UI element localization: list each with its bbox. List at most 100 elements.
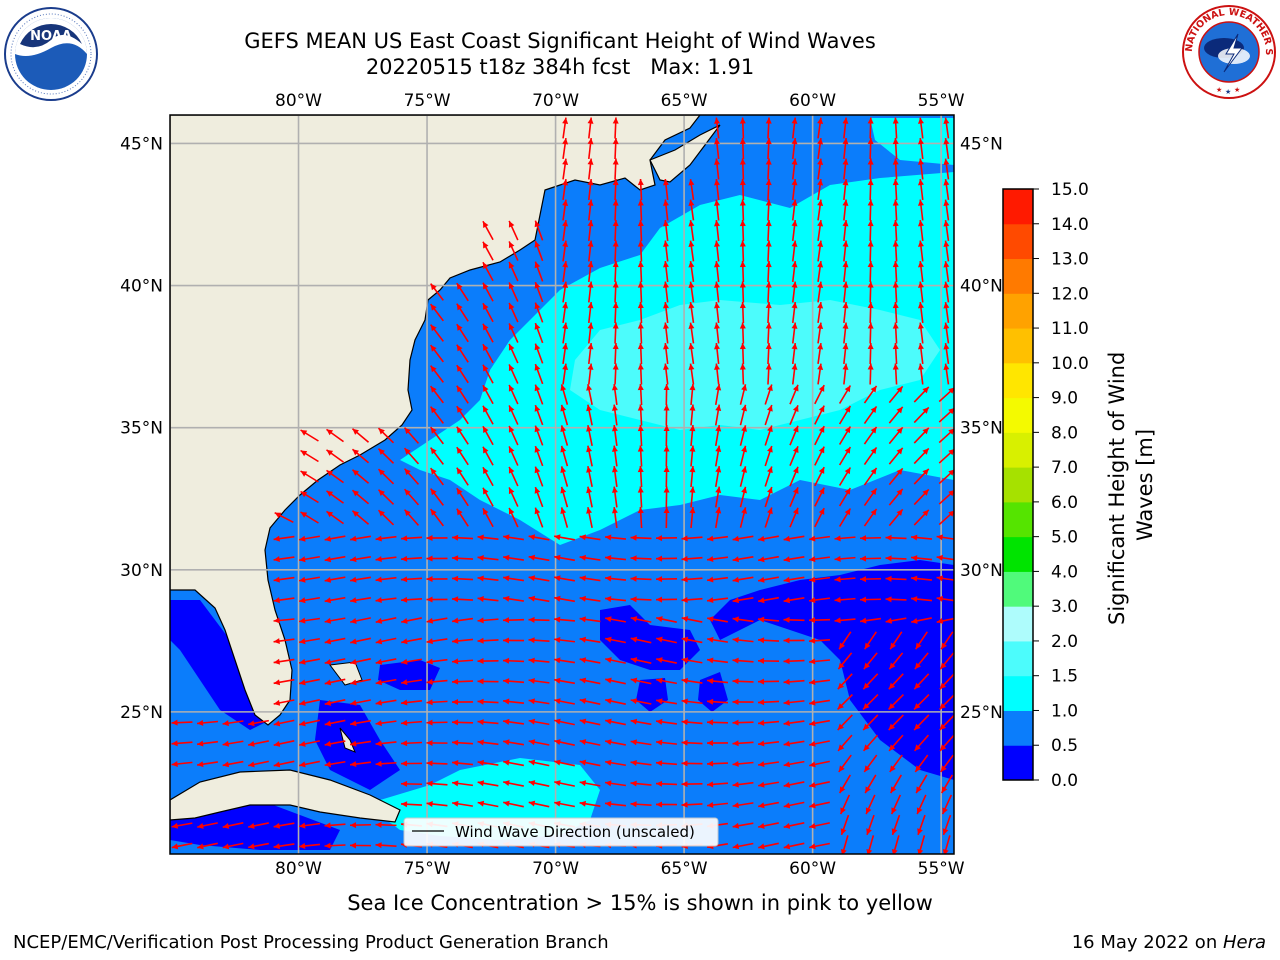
wave-arrow <box>943 158 950 180</box>
wave-arrow <box>885 555 907 562</box>
wave-arrow <box>789 425 799 446</box>
wave-arrow <box>938 489 954 505</box>
wave-arrow <box>814 425 825 446</box>
wave-arrow <box>377 509 395 526</box>
wave-arrow <box>938 428 954 444</box>
wave-arrow <box>783 637 805 644</box>
wave-arrow <box>757 740 780 747</box>
wave-arrow <box>605 657 626 664</box>
wave-arrow <box>508 302 519 323</box>
wave-arrow <box>655 535 678 542</box>
wave-arrow <box>706 781 729 788</box>
wave-arrow <box>196 740 219 747</box>
wave-arrow <box>560 466 569 487</box>
wave-arrow <box>867 158 874 180</box>
wave-arrow <box>477 800 499 808</box>
wave-arrow <box>562 342 569 365</box>
map-content <box>170 115 954 854</box>
wave-arrow <box>940 631 954 650</box>
wave-arrow <box>758 596 779 604</box>
wave-arrow <box>612 117 619 139</box>
wave-arrow <box>943 137 950 160</box>
wave-arrow <box>688 281 695 303</box>
wave-arrow <box>349 842 372 849</box>
wave-arrow <box>451 780 474 787</box>
wave-arrow <box>375 740 397 747</box>
wave-arrow <box>248 719 269 727</box>
lon-label-bottom: 55°W <box>918 859 965 879</box>
wave-arrow <box>732 822 754 829</box>
wave-arrow <box>739 384 747 405</box>
wave-arrow <box>938 469 954 485</box>
wave-arrow <box>842 301 849 324</box>
colorbar-label-line2: Waves [m] <box>1133 429 1157 541</box>
wave-arrow <box>482 507 494 528</box>
colorbar-swatch <box>1003 397 1033 433</box>
nws-logo: NATIONAL WEATHER SERVICE ★★★ <box>1180 4 1276 99</box>
wave-arrow <box>375 556 397 563</box>
wave-arrow <box>401 637 422 645</box>
wave-arrow <box>299 678 320 686</box>
wave-arrow <box>791 219 798 242</box>
lat-label-right: 45°N <box>960 134 1003 154</box>
colorbar-swatch <box>1003 362 1033 399</box>
wave-arrow <box>689 465 696 488</box>
svg-text:NOAA: NOAA <box>30 29 72 44</box>
lat-label-left: 40°N <box>120 277 163 297</box>
wave-arrow <box>681 657 703 664</box>
wave-arrow <box>451 617 474 624</box>
wave-arrow <box>938 510 954 526</box>
wave-arrow <box>663 465 670 488</box>
wave-arrow <box>273 699 295 706</box>
wave-arrow <box>842 158 849 180</box>
wave-arrow <box>732 842 754 850</box>
wave-arrow <box>426 596 448 603</box>
colorbar-swatch <box>1003 258 1033 294</box>
wave-arrow <box>939 734 954 752</box>
wave-arrow <box>587 342 594 365</box>
wave-arrow <box>688 199 695 221</box>
wave-arrow <box>612 342 619 365</box>
wave-arrow <box>757 637 780 644</box>
wave-arrow <box>739 137 746 160</box>
wave-arrow <box>426 719 448 726</box>
wave-arrow <box>809 842 830 850</box>
wave-arrow <box>783 740 805 747</box>
wave-arrow <box>456 467 469 486</box>
wave-arrow <box>663 219 669 242</box>
wave-arrow <box>867 301 874 324</box>
colorbar-swatch <box>1003 571 1033 607</box>
wave-arrow <box>612 260 619 283</box>
wave-arrow <box>502 617 525 624</box>
wave-arrow <box>482 241 494 261</box>
wave-arrow <box>273 576 295 583</box>
wave-arrow <box>451 658 474 665</box>
wave-arrow <box>842 322 849 344</box>
wave-arrow <box>324 842 346 849</box>
wave-arrow <box>554 534 575 541</box>
wave-arrow <box>859 535 882 542</box>
wave-arrow <box>560 445 569 467</box>
wave-arrow <box>714 240 720 262</box>
wave-arrow <box>605 739 626 746</box>
wave-arrow <box>273 822 295 829</box>
wave-arrow <box>917 363 924 385</box>
max-value-label: Max: 1.91 <box>650 55 755 79</box>
wave-arrow <box>892 342 899 365</box>
wave-arrow <box>273 843 295 850</box>
wave-arrow <box>553 636 576 643</box>
wave-arrow <box>375 637 397 645</box>
wave-arrow <box>890 794 902 815</box>
wave-arrow <box>451 719 474 726</box>
wave-arrow <box>299 719 320 727</box>
wave-arrow <box>838 487 852 507</box>
wave-arrow <box>892 117 899 139</box>
wave-arrow <box>324 576 346 583</box>
wave-arrow <box>534 425 544 446</box>
wave-arrow <box>579 595 601 602</box>
wave-arrow <box>430 447 444 465</box>
wave-arrow <box>663 404 670 426</box>
wave-arrow <box>477 719 499 726</box>
wave-arrow <box>943 281 950 303</box>
colorbar-tick-label: 8.0 <box>1051 423 1078 443</box>
